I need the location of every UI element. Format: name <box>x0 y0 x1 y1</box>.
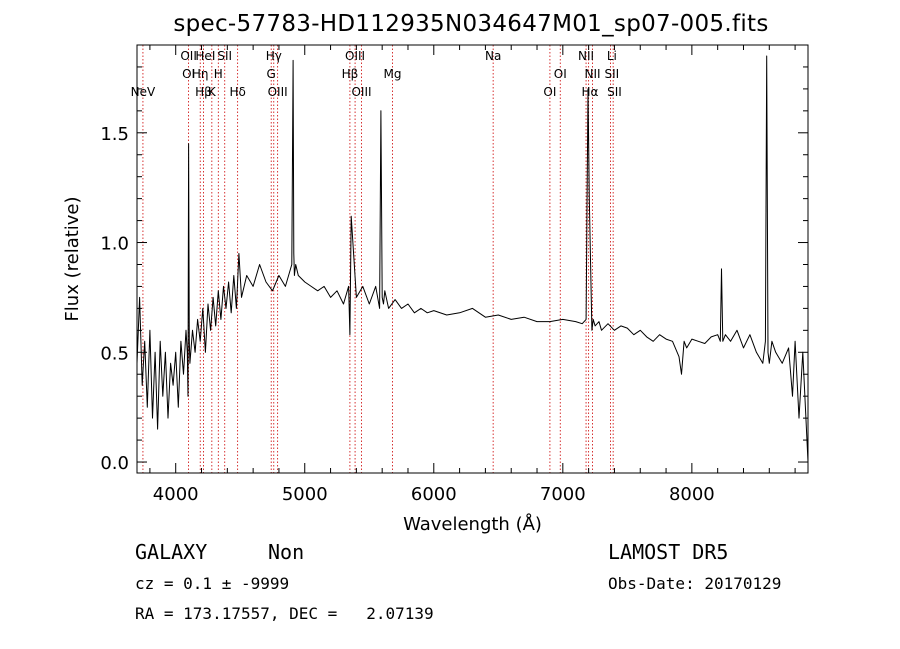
object-subclass: Non <box>268 540 305 564</box>
redshift-text: cz = 0.1 ± -9999 <box>135 574 290 593</box>
spectral-line-label: Hα <box>581 85 598 99</box>
spectrum-series <box>136 55 809 463</box>
x-tick-label: 8000 <box>669 484 715 505</box>
spectral-line-labels: NeVOIIOIHηHβHeIKHSIIHδHγGOIIIHβOIIIOIIIM… <box>131 49 622 99</box>
x-tick-label: 4000 <box>153 484 199 505</box>
spectral-line-label: OIII <box>345 49 365 63</box>
chart-title: spec-57783-HD112935N034647M01_sp07-005.f… <box>173 11 768 37</box>
spectral-line-label: OI <box>543 85 556 99</box>
spectral-line-label: OIII <box>351 85 371 99</box>
x-axis-label: Wavelength (Å) <box>403 513 542 535</box>
spectral-line-label: OI <box>182 67 195 81</box>
spectral-line-label: HeI <box>195 49 215 63</box>
y-tick-label: 1.0 <box>100 234 129 255</box>
spectral-line-label: Hη <box>192 67 209 81</box>
obs-date: Obs-Date: 20170129 <box>608 574 782 593</box>
x-tick-label: 5000 <box>282 484 328 505</box>
spectral-line-label: H <box>214 67 223 81</box>
spectral-line-label: SII <box>605 67 620 81</box>
coordinates: RA = 173.17557, DEC = 2.07139 <box>135 604 434 623</box>
spectral-line-label: K <box>208 85 217 99</box>
x-tick-label: 6000 <box>411 484 457 505</box>
y-axis-label: Flux (relative) <box>62 196 83 321</box>
spectral-line-markers <box>142 45 614 473</box>
object-class: GALAXY <box>135 540 208 564</box>
spectral-line-label: NII <box>584 67 600 81</box>
spectral-line-label: OI <box>554 67 567 81</box>
axes <box>136 44 809 474</box>
spectral-line-label: SII <box>607 85 622 99</box>
spectrum-line <box>136 55 809 463</box>
spectral-line-label: SII <box>217 49 232 63</box>
spectral-line-label: Hγ <box>266 49 282 63</box>
spectral-line-label: OII <box>180 49 197 63</box>
y-tick-label: 0.0 <box>100 453 129 474</box>
spectral-line-label: OIII <box>268 85 288 99</box>
spectral-line-label: Na <box>485 49 501 63</box>
survey-name: LAMOST DR5 <box>608 540 729 564</box>
y-tick-label: 1.5 <box>100 124 129 145</box>
spectral-line-label: G <box>267 67 276 81</box>
y-tick-label: 0.5 <box>100 343 129 364</box>
axis-ticks: 4000 5000 6000 7000 8000 0.0 0.5 1.0 1.5 <box>100 45 808 505</box>
spectral-line-label: Hδ <box>229 85 245 99</box>
spectral-line-label: Li <box>607 49 617 63</box>
spectral-line-label: NeV <box>131 85 156 99</box>
spectral-line-label: Mg <box>384 67 402 81</box>
plot-frame <box>136 44 809 474</box>
spectral-line-label: NII <box>578 49 594 63</box>
x-tick-label: 7000 <box>540 484 586 505</box>
spectral-line-label: Hβ <box>342 67 359 81</box>
spectral-line-label: Hβ <box>195 85 212 99</box>
